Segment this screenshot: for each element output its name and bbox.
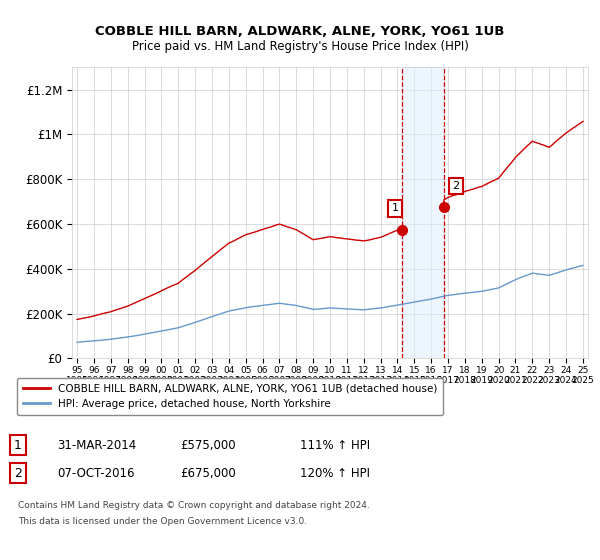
Text: This data is licensed under the Open Government Licence v3.0.: This data is licensed under the Open Gov…	[18, 517, 307, 526]
Text: 120% ↑ HPI: 120% ↑ HPI	[300, 466, 370, 480]
Text: 2: 2	[452, 181, 459, 191]
Text: Price paid vs. HM Land Registry's House Price Index (HPI): Price paid vs. HM Land Registry's House …	[131, 40, 469, 53]
Text: 07-OCT-2016: 07-OCT-2016	[57, 466, 134, 480]
Text: 1: 1	[391, 203, 398, 213]
Text: £675,000: £675,000	[180, 466, 236, 480]
Bar	[401, 67, 444, 358]
Text: £575,000: £575,000	[180, 438, 236, 452]
Text: 1: 1	[14, 438, 22, 452]
Legend: COBBLE HILL BARN, ALDWARK, ALNE, YORK, YO61 1UB (detached house), HPI: Average p: COBBLE HILL BARN, ALDWARK, ALNE, YORK, Y…	[17, 377, 443, 416]
Text: COBBLE HILL BARN, ALDWARK, ALNE, YORK, YO61 1UB: COBBLE HILL BARN, ALDWARK, ALNE, YORK, Y…	[95, 25, 505, 38]
Text: 2: 2	[14, 466, 22, 480]
Text: Contains HM Land Registry data © Crown copyright and database right 2024.: Contains HM Land Registry data © Crown c…	[18, 501, 370, 510]
Text: 31-MAR-2014: 31-MAR-2014	[57, 438, 136, 452]
Text: 111% ↑ HPI: 111% ↑ HPI	[300, 438, 370, 452]
